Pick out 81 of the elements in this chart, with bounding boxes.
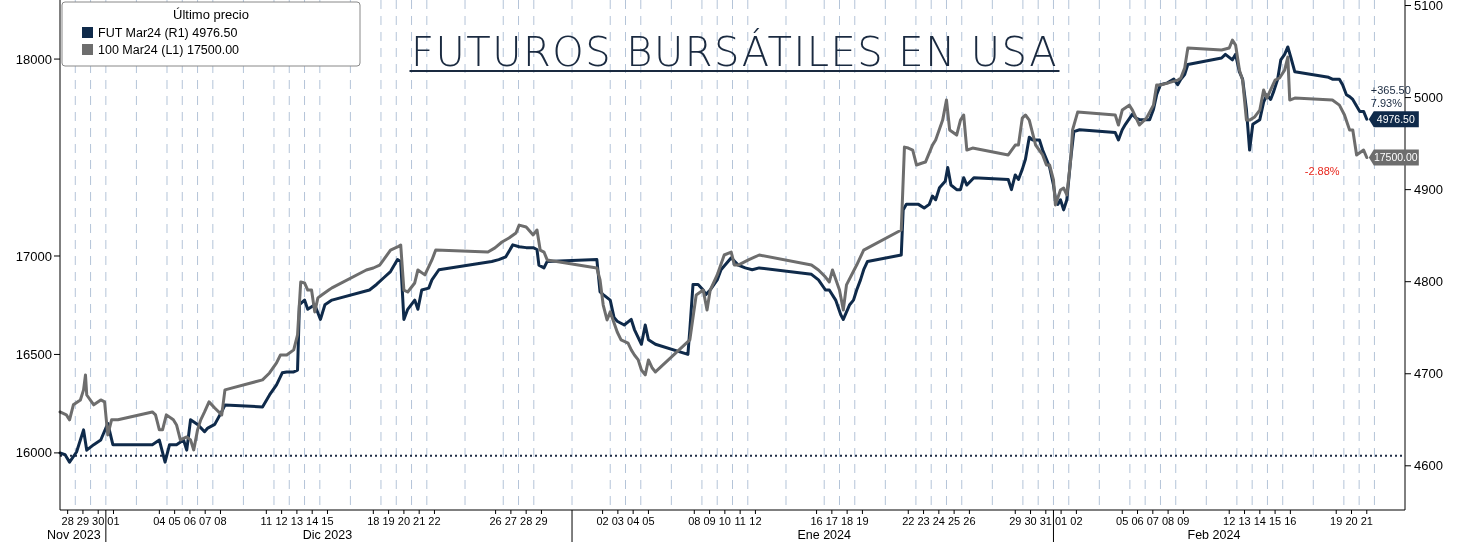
x-tick-label: 28 (61, 515, 74, 527)
x-tick-label: 14 (1253, 515, 1266, 527)
y-tick-label: 16500 (15, 346, 52, 362)
text: Nov 2023 (47, 528, 101, 542)
x-tick-label: 11 (260, 515, 273, 527)
y-tick-label: 18000 (15, 51, 52, 67)
x-tick-label: 30 (92, 515, 105, 527)
x-tick-label: 23 (917, 515, 930, 527)
x-tick-label: 18 (841, 515, 854, 527)
x-tick-label: 12 (1223, 515, 1236, 527)
x-tick-label: 22 (902, 515, 915, 527)
y2-tick-label: 4600 (1414, 458, 1443, 474)
data-label: 17500.00 (1373, 151, 1418, 164)
x-tick-label: 26 (963, 515, 976, 527)
x-tick-label: 04 (153, 515, 166, 527)
y2-tick-label: 4700 (1414, 366, 1443, 382)
text: FUTUROS BURSÁTILES EN USA (410, 28, 1059, 75)
x-tick-label: 05 (168, 515, 181, 527)
x-tick-label: 28 (520, 515, 533, 527)
x-tick-label: 30 (1024, 515, 1037, 527)
x-tick-label: 07 (1146, 515, 1159, 527)
x-tick-label: 24 (932, 515, 945, 527)
x-tick-label: 09 (1177, 515, 1190, 527)
x-tick-label: 04 (627, 515, 640, 527)
x-tick-label: 10 (718, 515, 731, 527)
x-tick-label: 06 (183, 515, 197, 527)
text: Ene 2024 (797, 528, 852, 542)
annotation: 7.93% (1370, 97, 1403, 110)
x-tick-label: 12 (275, 515, 288, 527)
x-tick-label: 15 (1268, 515, 1282, 527)
x-tick-label: 01 (1054, 515, 1068, 527)
x-tick-label: 16 (1284, 515, 1297, 527)
x-tick-label: 06 (1131, 515, 1144, 527)
x-tick-label: 26 (489, 515, 502, 527)
x-tick-label: 03 (611, 515, 624, 527)
x-tick-label: 15 (321, 515, 334, 527)
y-tick-label: 17000 (15, 248, 52, 264)
x-tick-label: 21 (1360, 515, 1373, 527)
x-tick-label: 02 (1070, 515, 1083, 527)
x-tick-label: 08 (1161, 515, 1175, 527)
x-tick-label: 08 (688, 515, 701, 527)
x-tick-label: 20 (1345, 515, 1358, 527)
x-tick-label: 14 (306, 515, 319, 527)
x-tick-label: 18 (367, 515, 380, 527)
x-tick-label: 05 (642, 515, 655, 527)
y2-tick-label: 4800 (1414, 274, 1443, 290)
x-tick-label: 31 (1039, 515, 1052, 527)
annotation: -2.88% (1304, 165, 1340, 178)
x-tick-label: 17 (825, 515, 838, 527)
x-tick-label: 11 (734, 515, 746, 527)
x-tick-label: 29 (1009, 515, 1022, 527)
x-tick-label: 02 (596, 515, 609, 527)
y2-tick-label: 5000 (1414, 90, 1443, 106)
text: Dic 2023 (302, 528, 353, 542)
x-tick-label: 12 (749, 515, 762, 527)
x-tick-label: 08 (214, 515, 227, 527)
x-tick-label: 09 (703, 515, 716, 527)
data-label: 4976.50 (1376, 112, 1415, 125)
x-tick-label: 21 (413, 515, 426, 527)
x-tick-label: 13 (1238, 515, 1251, 527)
x-tick-label: 25 (947, 515, 961, 527)
x-tick-label: 29 (76, 515, 90, 527)
x-tick-label: 19 (856, 515, 869, 527)
x-tick-label: 05 (1116, 515, 1129, 527)
y2-tick-label: 5100 (1414, 0, 1443, 14)
x-tick-label: 19 (1330, 515, 1343, 527)
text: Feb 2024 (1187, 528, 1241, 542)
x-tick-label: 27 (504, 515, 518, 527)
legend-label: FUT Mar24 (R1) 4976.50 (98, 26, 238, 41)
x-tick-label: 20 (397, 515, 411, 527)
x-tick-label: 16 (810, 515, 823, 527)
x-tick-label: 29 (535, 515, 548, 527)
legend-label: 100 Mar24 (L1) 17500.00 (98, 43, 240, 58)
x-tick-label: 01 (107, 515, 120, 527)
x-tick-label: 07 (199, 515, 212, 527)
y2-tick-label: 4900 (1414, 182, 1443, 198)
x-tick-label: 19 (382, 515, 395, 527)
x-tick-label: 22 (428, 515, 441, 527)
legend-title: Último precio (173, 7, 249, 22)
y-tick-label: 16000 (15, 445, 52, 461)
x-tick-label: 13 (290, 515, 304, 527)
